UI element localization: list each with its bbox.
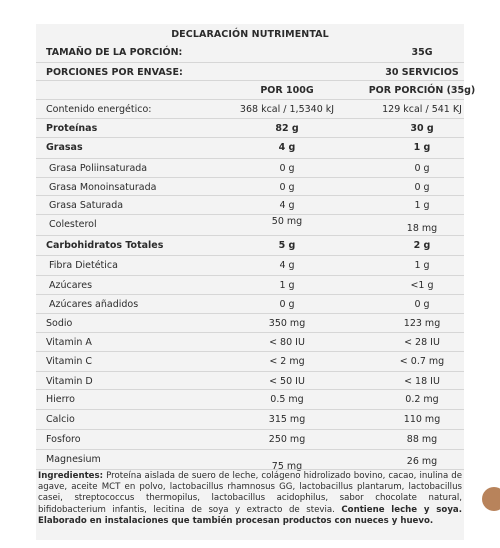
nutrient-label: Sodio xyxy=(46,318,73,329)
nutrient-value-per100: 0.5 mg xyxy=(270,394,304,405)
nutrient-value-per-serving: <1 g xyxy=(410,280,434,291)
nutrient-value-per-serving: 30 g xyxy=(410,123,434,134)
nutrient-value-per100: 315 mg xyxy=(268,414,306,425)
divider xyxy=(36,275,464,276)
nutrient-value-per100: 350 mg xyxy=(268,318,306,329)
nutrient-label: Colesterol xyxy=(49,219,97,230)
nutrient-value-per-serving: 110 mg xyxy=(403,414,441,425)
nutrient-value-per-serving: 123 mg xyxy=(403,318,441,329)
divider xyxy=(36,351,464,352)
nutrient-label: Carbohidratos Totales xyxy=(46,240,164,251)
nutrient-label: Fosforo xyxy=(46,434,81,445)
nutrition-panel xyxy=(36,24,464,540)
column-header-per-serving: POR PORCIÓN (35g) xyxy=(368,85,476,96)
nutrient-value-per100: 4 g xyxy=(279,260,295,271)
nutrient-value-per100: 75 mg xyxy=(271,461,303,472)
nutrient-value-per100: 5 g xyxy=(278,240,296,251)
divider xyxy=(36,255,464,256)
nutrient-label: Magnesium xyxy=(46,454,101,465)
divider xyxy=(36,62,464,63)
nutrient-value-per-serving: 1 g xyxy=(414,200,430,211)
nutrient-value-per100: < 80 IU xyxy=(269,337,305,348)
nutrient-value-per-serving: < 0.7 mg xyxy=(399,356,445,367)
ingredients-heading: Ingredientes: xyxy=(38,471,104,481)
nutrient-label: Grasas xyxy=(46,142,83,153)
nutrient-value-per-serving: 88 mg xyxy=(406,434,438,445)
nutrient-value-per-serving: 0.2 mg xyxy=(405,394,439,405)
decorative-circle xyxy=(482,487,500,511)
nutrient-value-per-serving: 26 mg xyxy=(406,456,438,467)
divider xyxy=(36,313,464,314)
nutrient-value-per-serving: 2 g xyxy=(413,240,431,251)
divider xyxy=(36,118,464,119)
nutrient-value-per-serving: < 18 IU xyxy=(404,376,440,387)
nutrient-label: Vitamin D xyxy=(46,376,93,387)
nutrient-label: Grasa Saturada xyxy=(49,200,124,211)
divider xyxy=(36,80,464,81)
serving-size-value: 35G xyxy=(411,47,433,58)
divider xyxy=(36,371,464,372)
nutrient-label: Calcio xyxy=(46,414,75,425)
divider xyxy=(36,137,464,138)
nutrient-value-per100: 250 mg xyxy=(268,434,306,445)
divider xyxy=(36,389,464,390)
nutrient-value-per-serving: 129 kcal / 541 KJ xyxy=(382,104,462,115)
nutrient-value-per-serving: 0 g xyxy=(414,182,430,193)
nutrient-value-per100: 0 g xyxy=(279,163,295,174)
nutrient-value-per100: 1 g xyxy=(279,280,295,291)
nutrient-value-per-serving: 18 mg xyxy=(406,223,438,234)
nutrient-value-per100: 368 kcal / 1,5340 kJ xyxy=(239,104,335,115)
ingredients-block: Ingredientes: Proteína aislada de suero … xyxy=(38,471,462,527)
nutrient-label: Vitamin A xyxy=(46,337,92,348)
divider xyxy=(36,235,464,236)
nutrient-value-per100: 4 g xyxy=(278,142,296,153)
column-header-per100: POR 100G xyxy=(260,85,314,96)
nutrient-label: Fibra Dietética xyxy=(49,260,118,271)
nutrient-label: Hierro xyxy=(46,394,75,405)
serving-size-label: TAMAÑO DE LA PORCIÓN: xyxy=(46,47,183,58)
divider xyxy=(36,332,464,333)
divider xyxy=(36,409,464,410)
nutrient-label: Proteínas xyxy=(46,123,98,134)
nutrient-label: Contenido energético: xyxy=(46,104,152,115)
nutrient-label: Azúcares añadidos xyxy=(49,299,139,310)
nutrient-label: Grasa Monoinsaturada xyxy=(49,182,157,193)
allergen-statement: Contiene leche y soya. Elaborado en inst… xyxy=(38,504,462,526)
nutrient-value-per-serving: 1 g xyxy=(414,260,430,271)
divider xyxy=(36,449,464,450)
nutrient-value-per100: < 2 mg xyxy=(269,356,305,367)
divider xyxy=(36,214,464,215)
nutrient-value-per-serving: 1 g xyxy=(413,142,431,153)
divider xyxy=(36,429,464,430)
servings-per-container-value: 30 SERVICIOS xyxy=(385,67,459,78)
divider xyxy=(36,177,464,178)
nutrient-label: Grasa Poliinsaturada xyxy=(49,163,148,174)
divider xyxy=(36,99,464,100)
table-title: DECLARACIÓN NUTRIMENTAL xyxy=(171,29,329,40)
nutrient-value-per-serving: 0 g xyxy=(414,299,430,310)
nutrient-value-per100: 0 g xyxy=(279,299,295,310)
nutrient-value-per100: 82 g xyxy=(275,123,299,134)
divider xyxy=(36,158,464,159)
divider xyxy=(36,469,464,470)
nutrient-value-per100: 4 g xyxy=(279,200,295,211)
nutrient-value-per100: < 50 IU xyxy=(269,376,305,387)
nutrient-value-per-serving: 0 g xyxy=(414,163,430,174)
ingredients-text: Proteína aislada de suero de leche, colá… xyxy=(38,471,462,515)
nutrient-value-per-serving: < 28 IU xyxy=(404,337,440,348)
nutrient-value-per100: 50 mg xyxy=(271,216,303,227)
nutrient-label: Azúcares xyxy=(49,280,93,291)
servings-per-container-label: PORCIONES POR ENVASE: xyxy=(46,67,183,78)
nutrient-label: Vitamin C xyxy=(46,356,93,367)
divider xyxy=(36,294,464,295)
nutrient-value-per100: 0 g xyxy=(279,182,295,193)
divider xyxy=(36,195,464,196)
